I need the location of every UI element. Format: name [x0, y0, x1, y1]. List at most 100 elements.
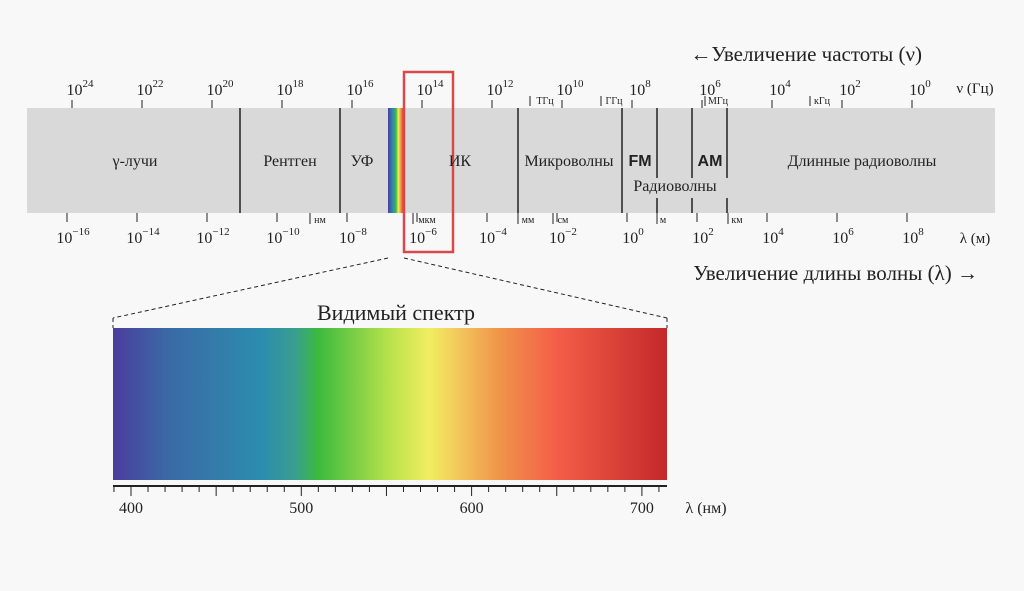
frequency-arrow-label: ←Увеличение частоты (ν)	[690, 42, 922, 66]
wavelength-tick-label-exp: −6	[425, 226, 437, 238]
frequency-unit-label: ТГц	[536, 96, 554, 107]
wavelength-tick-label-base: 10	[479, 230, 495, 247]
wavelength-tick-label-base: 10	[902, 230, 918, 247]
wavelength-unit: λ (м)	[960, 231, 991, 247]
wavelength-tick-label-exp: −16	[72, 226, 90, 238]
frequency-tick-label-base: 10	[839, 82, 855, 99]
visible-unit: λ (нм)	[685, 500, 726, 517]
wavelength-tick-label-exp: 8	[918, 226, 924, 238]
frequency-tick-label-exp: 20	[223, 78, 235, 90]
frequency-tick-label: 1014	[417, 78, 445, 99]
wavelength-tick-label-base: 10	[409, 230, 425, 247]
frequency-tick-label-base: 10	[769, 82, 785, 99]
region-label: ИК	[449, 153, 472, 170]
wavelength-tick-label: 108	[902, 226, 924, 247]
frequency-tick-label: 102	[839, 78, 861, 99]
frequency-tick-label: 1022	[137, 78, 164, 99]
region-dividers	[239, 108, 728, 213]
frequency-unit-label: МГц	[708, 96, 729, 107]
wavelength-unit-label: мм	[522, 215, 535, 226]
wavelength-arrow-label: Увеличение длины волны (λ) →	[693, 261, 978, 285]
frequency-tick-label-base: 10	[137, 82, 153, 99]
frequency-tick-label-base: 10	[347, 82, 363, 99]
wavelength-tick-label-exp: 2	[708, 226, 714, 238]
frequency-tick-label-base: 10	[207, 82, 223, 99]
frequency-tick-label-exp: 6	[715, 78, 721, 90]
frequency-tick-label: 1012	[487, 78, 514, 99]
frequency-tick-label-exp: 0	[925, 78, 931, 90]
visible-strip	[388, 108, 404, 213]
wavelength-tick-label-exp: −4	[495, 226, 507, 238]
wavelength-tick-label: 102	[692, 226, 714, 247]
region-label: Микроволны	[524, 153, 613, 170]
frequency-tick-label-exp: 18	[293, 78, 305, 90]
wavelength-tick-label-exp: 4	[778, 226, 784, 238]
wavelength-tick-label: 10−4	[479, 226, 507, 247]
frequency-unit: ν (Гц)	[956, 81, 993, 97]
region-label: γ-лучи	[112, 153, 158, 170]
zoom-lines	[112, 257, 668, 328]
frequency-tick-label: 1020	[207, 78, 235, 99]
frequency-tick-label: 108	[629, 78, 651, 99]
wavelength-tick-label-base: 10	[832, 230, 848, 247]
frequency-tick-label-exp: 12	[503, 78, 514, 90]
wavelength-tick-label-base: 10	[762, 230, 778, 247]
frequency-unit-label: кГц	[814, 96, 831, 107]
frequency-unit-label: ГГц	[606, 96, 624, 107]
visible-tick-label: 600	[460, 500, 484, 517]
frequency-tick-label-base: 10	[629, 82, 645, 99]
wavelength-tick-label-exp: 0	[638, 226, 644, 238]
spectrum-band	[27, 108, 995, 213]
frequency-tick-label-base: 10	[699, 82, 715, 99]
wavelength-tick-label: 10−2	[549, 226, 577, 247]
frequency-tick-label-exp: 16	[363, 78, 375, 90]
wavelength-tick-label: 104	[762, 226, 784, 247]
wavelength-tick-label: 10−8	[339, 226, 367, 247]
region-label: AM	[698, 153, 723, 170]
wavelength-tick-label-exp: −8	[355, 226, 367, 238]
region-label: УФ	[351, 153, 374, 170]
wavelength-tick-label-base: 10	[56, 230, 72, 247]
frequency-tick-label-base: 10	[67, 82, 83, 99]
frequency-tick-label-exp: 10	[573, 78, 585, 90]
wavelength-tick-label-base: 10	[692, 230, 708, 247]
wavelength-tick-label: 100	[622, 226, 644, 247]
frequency-tick-label-exp: 22	[153, 78, 164, 90]
frequency-tick-label: 1016	[347, 78, 375, 99]
wavelength-tick-label-exp: −12	[212, 226, 229, 238]
frequency-tick-label-base: 10	[277, 82, 293, 99]
wavelength-unit-label: км	[731, 215, 743, 226]
ir-highlight	[402, 70, 455, 254]
wavelength-tick-label-exp: 6	[848, 226, 854, 238]
frequency-tick-label: 106	[699, 78, 721, 99]
wavelength-tick-label: 106	[832, 226, 854, 247]
frequency-tick-label-exp: 8	[645, 78, 651, 90]
wavelength-tick-label-exp: −10	[282, 226, 300, 238]
visible-tick-label: 400	[119, 500, 143, 517]
region-label: Радиоволны	[633, 178, 716, 195]
wavelength-tick-label: 10−14	[126, 226, 160, 247]
wavelength-unit-label: м	[660, 215, 667, 226]
wavelength-tick-label-base: 10	[339, 230, 355, 247]
wavelength-unit-label: нм	[314, 215, 326, 226]
wavelength-tick-label: 10−16	[56, 226, 90, 247]
wavelength-unit-label: см	[558, 215, 569, 226]
visible-tick-label: 500	[289, 500, 313, 517]
region-label: FM	[628, 153, 651, 170]
frequency-tick-label: 100	[909, 78, 931, 99]
frequency-tick-label: 1010	[557, 78, 585, 99]
region-label: Рентген	[263, 153, 317, 170]
wavelength-tick-label: 10−10	[266, 226, 300, 247]
frequency-tick-label-base: 10	[417, 82, 433, 99]
frequency-tick-label-exp: 14	[433, 78, 445, 90]
visible-title: Видимый спектр	[317, 300, 475, 325]
wavelength-tick-label-base: 10	[196, 230, 212, 247]
wavelength-tick-label: 10−6	[409, 226, 437, 247]
frequency-tick-label-base: 10	[909, 82, 925, 99]
region-label: Длинные радиоволны	[788, 153, 937, 170]
frequency-tick-label-exp: 24	[83, 78, 95, 90]
frequency-tick-label: 1024	[67, 78, 95, 99]
frequency-tick-label: 104	[769, 78, 791, 99]
frequency-tick-label-exp: 4	[785, 78, 791, 90]
